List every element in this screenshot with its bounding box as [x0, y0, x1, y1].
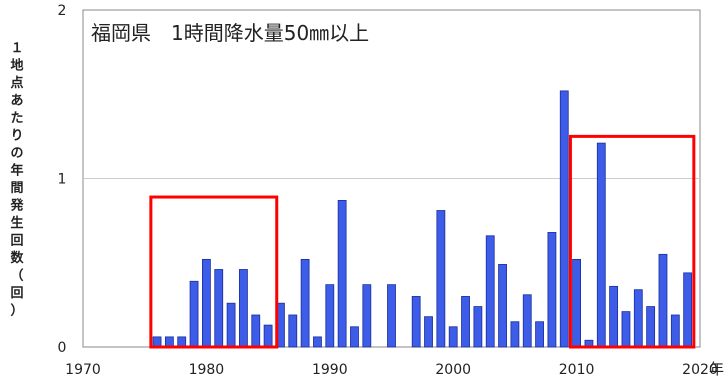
bar — [424, 316, 433, 348]
y-tick-label: 1 — [58, 172, 67, 188]
x-tick-label: 2020 — [682, 362, 718, 378]
y-axis-label-char: （ — [10, 268, 23, 284]
bar — [239, 269, 248, 348]
y-axis-label-char: の — [10, 146, 23, 161]
bar — [448, 326, 458, 348]
y-tick-label: 0 — [58, 340, 67, 356]
bar — [547, 232, 557, 348]
y-tick-label: 2 — [58, 3, 67, 19]
y-axis-label-char: 年 — [10, 163, 23, 179]
y-axis-label-char: 回 — [10, 234, 23, 249]
y-axis-label-char: り — [10, 129, 23, 144]
x-tick-label: 1990 — [312, 362, 348, 378]
highlight-box — [149, 195, 279, 349]
y-axis-label-char: １ — [10, 41, 23, 56]
bar — [683, 272, 693, 348]
x-tick-label: 2010 — [559, 362, 595, 378]
bar — [251, 314, 261, 348]
bar — [646, 306, 656, 348]
y-axis-label-char: 点 — [10, 75, 23, 91]
bar — [596, 142, 606, 348]
bar — [572, 258, 581, 348]
highlight-boxes — [149, 134, 696, 349]
bar — [559, 90, 569, 348]
bar — [658, 253, 668, 348]
bar — [362, 284, 372, 348]
bar — [510, 321, 520, 348]
x-tick-label: 2000 — [435, 362, 471, 378]
y-axis-label-char: あ — [10, 94, 23, 109]
x-axis-unit: 年 — [709, 360, 724, 378]
bar — [263, 324, 273, 348]
bar — [325, 284, 335, 348]
x-tick-labels: 1970 1980 1990 2000 2010 2020 — [65, 362, 718, 378]
y-axis-label-char: 数 — [10, 250, 24, 266]
bar — [164, 336, 174, 348]
bar — [609, 285, 619, 348]
bar — [177, 336, 187, 348]
highlight-box — [568, 134, 696, 349]
bar — [201, 258, 211, 348]
bar — [189, 280, 199, 348]
bar — [350, 326, 359, 348]
x-tick-label: 1970 — [65, 362, 101, 378]
y-axis-label-char: 間 — [10, 181, 23, 196]
y-axis-label-char: 生 — [10, 215, 23, 231]
bar — [485, 235, 495, 348]
bar — [633, 289, 643, 348]
bar — [670, 314, 680, 348]
bar — [535, 321, 544, 348]
bar — [313, 336, 322, 348]
y-axis-label-char: 回 — [10, 286, 23, 301]
y-tick-labels: 0 1 2 — [58, 3, 67, 356]
bar — [226, 302, 236, 348]
bars — [152, 90, 693, 348]
bar — [522, 294, 532, 348]
bar — [387, 284, 396, 348]
x-tick-label: 1980 — [189, 362, 225, 378]
bar — [498, 264, 507, 348]
y-axis-label-char: ） — [10, 303, 23, 319]
bar — [461, 296, 470, 348]
chart-title: 福岡県 1時間降水量50㎜以上 — [91, 21, 369, 45]
y-axis-label-char: 発 — [9, 198, 24, 214]
y-axis-label-char: た — [10, 111, 23, 126]
bar — [411, 296, 421, 348]
bar — [152, 336, 162, 348]
bar — [473, 306, 483, 348]
bar — [436, 210, 446, 348]
bar — [337, 200, 347, 348]
bar — [621, 311, 631, 348]
bar — [214, 269, 224, 348]
y-axis-label-char: 地 — [10, 58, 23, 74]
bar — [288, 314, 298, 348]
bar — [300, 258, 310, 348]
